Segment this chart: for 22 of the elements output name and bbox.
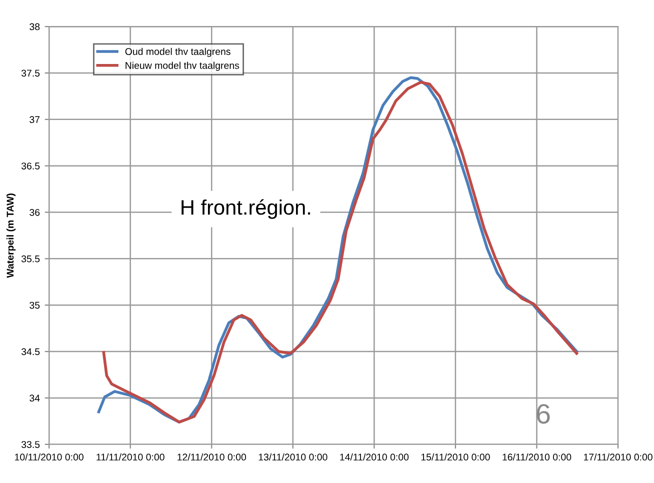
y-tick-label: 35.5 (21, 255, 40, 262)
y-tick-label: 37.5 (21, 70, 40, 77)
y-tick-label: 33.5 (21, 441, 40, 448)
y-tick-label: 36 (30, 208, 40, 216)
x-tick-label: 17/11/2010 0:00 (584, 453, 652, 461)
legend-label: Oud model thv taalgrens (125, 48, 230, 57)
y-axis-title: Waterpeil (m TAW) (6, 194, 16, 278)
x-tick-label: 12/11/2010 0:00 (178, 453, 246, 461)
y-tick-label: 34 (30, 394, 40, 402)
annotation: H front.région. (182, 199, 310, 219)
x-tick-label: 10/11/2010 0:00 (15, 453, 84, 461)
y-tick-label: 38 (30, 23, 40, 30)
x-tick-label: 14/11/2010 0:00 (340, 453, 409, 461)
y-tick-label: 36.5 (21, 162, 40, 170)
y-tick-label: 34.5 (21, 348, 40, 356)
x-tick-label: 13/11/2010 0:00 (258, 453, 328, 461)
x-tick-label: 16/11/2010 0:00 (502, 453, 572, 461)
legend-label: Nieuw model thv taalgrens (126, 62, 240, 71)
x-tick-label: 11/11/2010 0:00 (96, 453, 164, 461)
x-tick-label: 15/11/2010 0:00 (421, 453, 490, 461)
y-tick-label: 35 (30, 302, 40, 309)
y-tick-label: 37 (30, 116, 40, 124)
